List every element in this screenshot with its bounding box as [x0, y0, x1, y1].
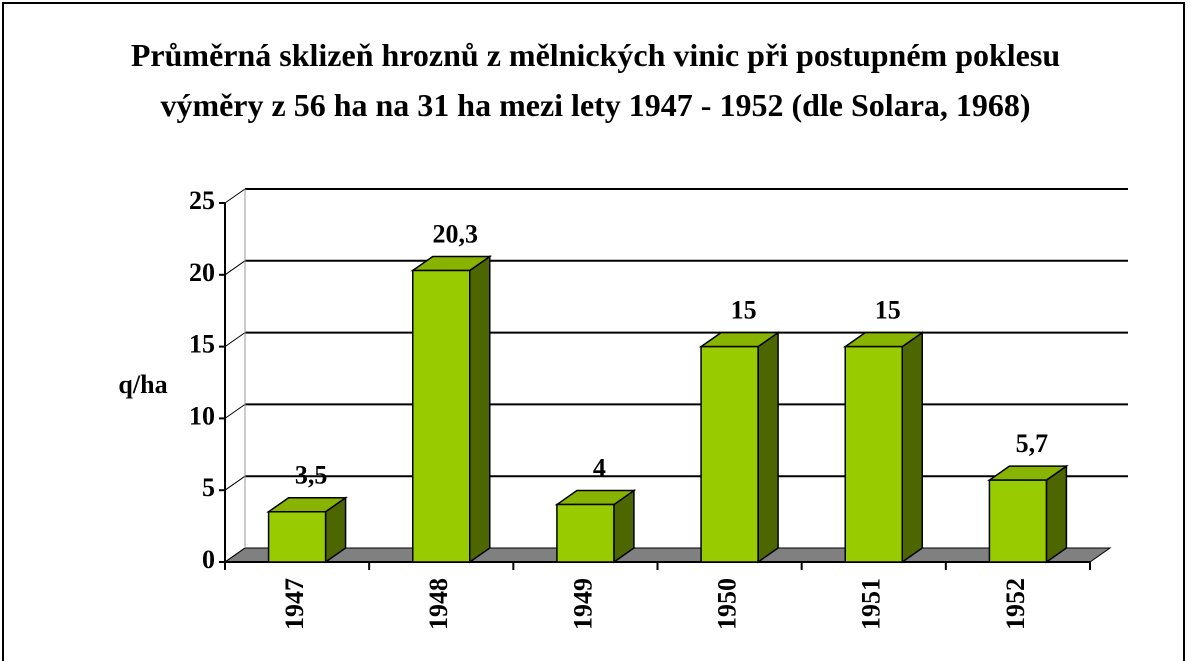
- y-tick-label: 0: [202, 545, 215, 574]
- wall-tick: [224, 547, 246, 563]
- bar-side: [469, 255, 491, 564]
- y-tick-label: 15: [189, 330, 215, 359]
- y-tick-label: 20: [189, 258, 215, 287]
- wall-tick: [224, 260, 246, 276]
- bar: [698, 331, 781, 564]
- x-tick-label: 1948: [424, 578, 453, 630]
- y-tick-label: 5: [202, 473, 215, 502]
- bar-front: [700, 345, 759, 563]
- bar-front: [412, 269, 471, 563]
- value-label: 5,7: [1016, 429, 1049, 458]
- wall-tick: [224, 475, 246, 491]
- wall-tick: [224, 188, 246, 204]
- bar-front: [556, 503, 615, 563]
- value-label: 4: [593, 454, 606, 483]
- x-tick-label: 1952: [1001, 578, 1030, 630]
- bar-side: [757, 331, 779, 564]
- value-label: 15: [875, 296, 901, 325]
- y-tick-label: 25: [189, 186, 215, 215]
- value-label: 3,5: [295, 461, 328, 490]
- bar: [842, 331, 925, 564]
- x-tick-label: 1950: [713, 578, 742, 630]
- wall-tick: [224, 403, 246, 419]
- wall-tick: [224, 332, 246, 348]
- bar-front: [988, 479, 1048, 563]
- bar: [410, 255, 493, 564]
- x-tick-label: 1949: [568, 578, 597, 630]
- y-axis-label: q/ha: [118, 370, 167, 399]
- bar: [554, 489, 637, 564]
- floor: [223, 547, 1112, 563]
- value-label: 20,3: [433, 219, 479, 248]
- bar-side: [901, 331, 923, 564]
- value-label: 15: [731, 296, 757, 325]
- bar-front: [267, 510, 327, 563]
- bar: [266, 496, 348, 564]
- x-tick-label: 1947: [280, 578, 309, 630]
- bar: [987, 464, 1069, 564]
- x-tick-label: 1951: [857, 578, 886, 630]
- bar-front: [844, 345, 903, 563]
- y-tick-label: 10: [189, 401, 215, 430]
- bar-side: [1045, 464, 1068, 564]
- chart-title: Průměrná sklizeň hroznů z mělnických vin…: [130, 37, 1061, 123]
